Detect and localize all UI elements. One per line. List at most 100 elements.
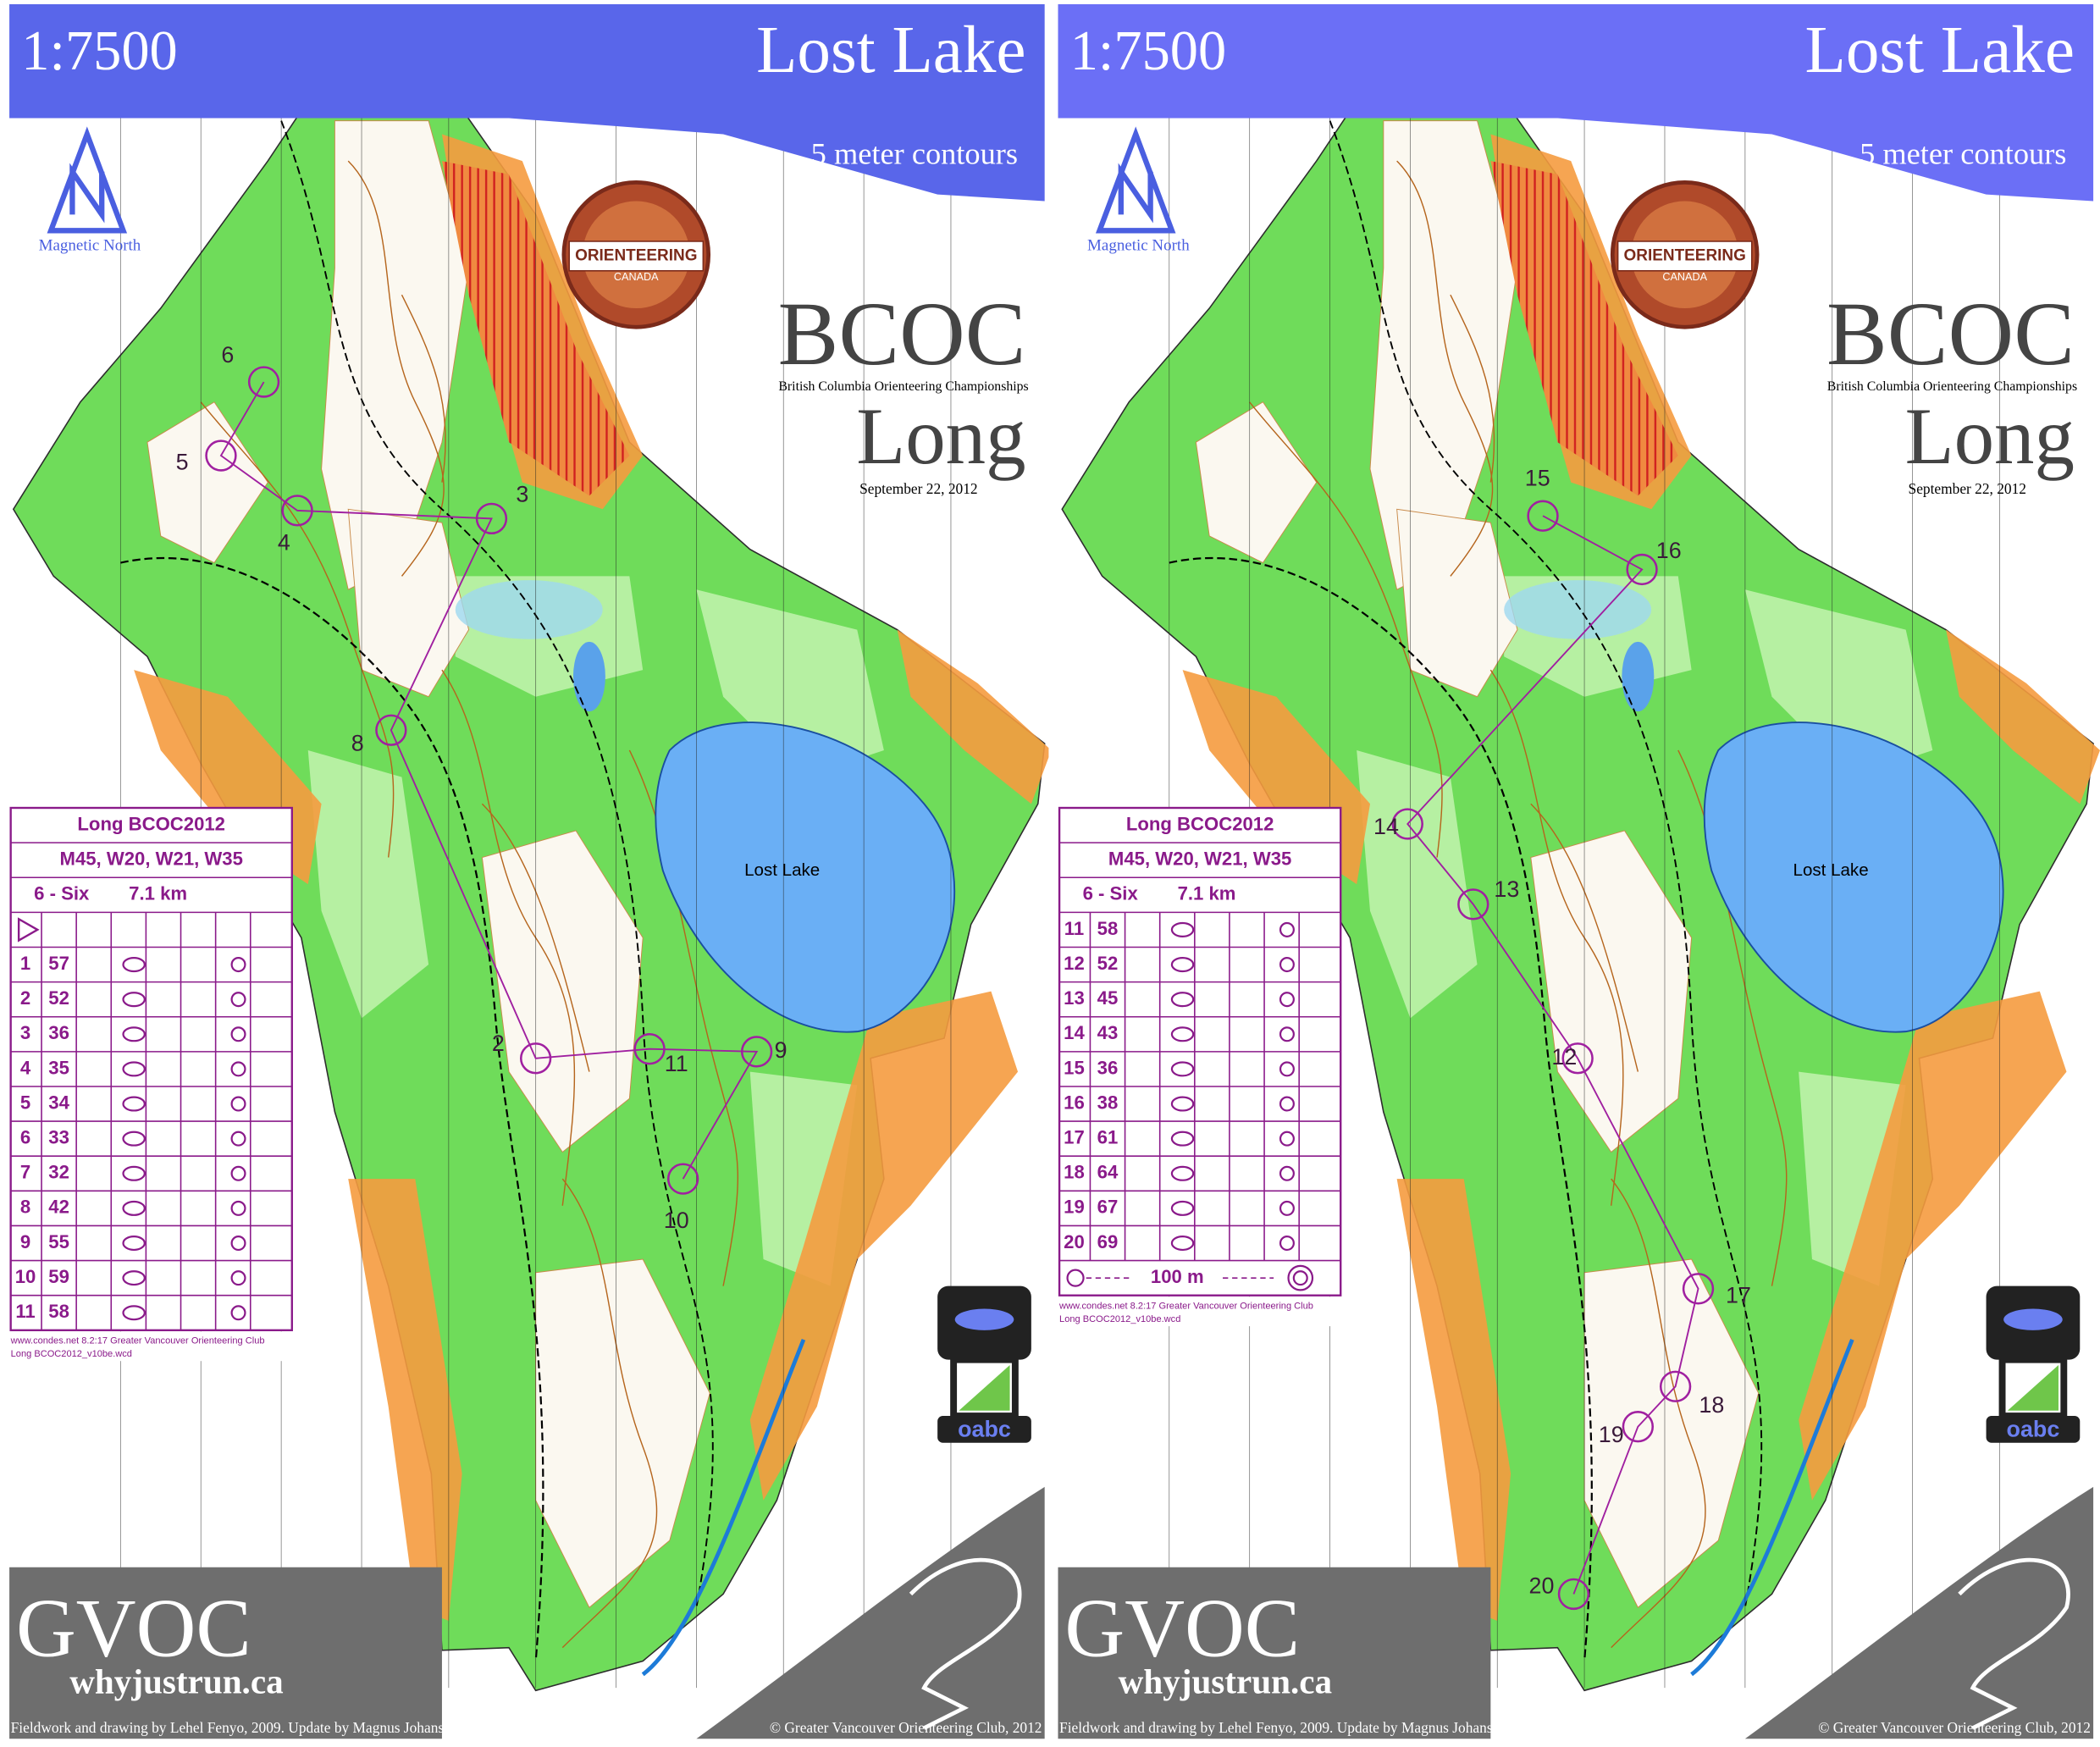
totem-flag (2007, 1364, 2059, 1411)
logo-text: ORIENTEERING (575, 246, 697, 264)
event-date: September 22, 2012 (1909, 481, 2026, 497)
trail (1329, 120, 1763, 1608)
control-number: 16 (1656, 538, 1682, 563)
control-order: 18 (1064, 1162, 1085, 1183)
table-footer: www.condes.net 8.2:17 Greater Vancouver … (10, 1335, 265, 1346)
control-order: 9 (20, 1231, 30, 1252)
control-circle (281, 495, 313, 527)
marsh (455, 580, 603, 639)
control-order: 7 (20, 1162, 30, 1183)
control-circle (247, 366, 280, 398)
control-number: 14 (1373, 814, 1399, 839)
totem-base (937, 1416, 1031, 1443)
control-order: 17 (1064, 1127, 1085, 1148)
map-copyright: © Greater Vancouver Orienteering Club, 2… (770, 1720, 1042, 1736)
control-code: 57 (48, 953, 69, 974)
control-code: 36 (48, 1022, 69, 1043)
control-order: 16 (1064, 1092, 1085, 1113)
location-symbol (1279, 921, 1295, 937)
club-website: whyjustrun.ca (1119, 1661, 1332, 1700)
logo-banner (1616, 240, 1753, 272)
control-code: 59 (48, 1266, 69, 1287)
control-order: 19 (1064, 1197, 1085, 1218)
control-order: 11 (15, 1301, 35, 1322)
logo-subtext: CANADA (1662, 271, 1707, 283)
control-code: 34 (48, 1092, 69, 1113)
contour (200, 401, 395, 858)
location-symbol (1279, 1026, 1295, 1042)
north-label: Magnetic North (39, 237, 141, 255)
pond (1622, 641, 1655, 712)
control-order: 5 (20, 1092, 30, 1113)
stream (1690, 1339, 1854, 1677)
light-forest (1357, 749, 1478, 1019)
location-symbol (230, 1305, 246, 1321)
control-number: 6 (221, 342, 234, 368)
north-n (69, 163, 105, 224)
trail (280, 120, 714, 1608)
totem-base (1986, 1416, 2081, 1443)
feature-symbol (122, 1026, 146, 1042)
contour (481, 803, 590, 1072)
control-order: 2 (20, 987, 30, 1009)
lake-label: Lost Lake (1793, 860, 1869, 880)
feature-symbol (122, 1131, 146, 1147)
control-circle (1682, 1273, 1715, 1305)
location-symbol (230, 1270, 246, 1286)
logo-text: ORIENTEERING (1623, 246, 1745, 264)
feature-symbol (1170, 992, 1195, 1008)
map-title: Lost Lake (756, 14, 1025, 87)
table-title: Long BCOC2012 (1126, 813, 1274, 834)
location-symbol (230, 1026, 246, 1042)
totem-flag (959, 1364, 1010, 1411)
location-symbol (1279, 1131, 1295, 1147)
course-name: Long (1905, 391, 2075, 481)
control-order: 1 (20, 953, 30, 974)
footer-right (696, 1486, 1045, 1739)
footer-right (1744, 1486, 2094, 1739)
feature-symbol (122, 992, 146, 1008)
contour (561, 1178, 658, 1649)
feature-symbol (1170, 1200, 1195, 1216)
totem-eyes (954, 1308, 1014, 1330)
north-arrow (1095, 126, 1176, 234)
north-arrow (47, 126, 128, 234)
logo-subtext: CANADA (614, 271, 659, 283)
totem-eyes (2003, 1308, 2063, 1330)
contour (347, 160, 445, 577)
control-order: 4 (20, 1057, 31, 1078)
lake (655, 721, 956, 1033)
lake (1703, 721, 2004, 1033)
light-forest (1744, 589, 1933, 777)
north-label: Magnetic North (1087, 237, 1190, 255)
control-descriptions: Long BCOC2012 M45, W20, W21, W35 6 - Six 7.… (1058, 806, 1355, 1327)
location-symbol (230, 1131, 246, 1147)
table-title: Long BCOC2012 (77, 813, 225, 834)
control-code: 52 (1097, 953, 1119, 974)
event-date: September 22, 2012 (859, 481, 977, 497)
course-line (1406, 515, 1699, 1595)
map-title: Lost Lake (1805, 14, 2075, 87)
control-number: 8 (351, 731, 364, 756)
header-band (9, 4, 1045, 202)
location-symbol (230, 1096, 246, 1112)
location-symbol (230, 957, 246, 973)
light-forest (696, 589, 884, 777)
control-order: 12 (1064, 953, 1085, 974)
control-code: 64 (1097, 1162, 1119, 1183)
control-code: 58 (48, 1301, 69, 1322)
control-circle (519, 1042, 552, 1075)
open-land (348, 1179, 462, 1622)
feature-symbol (1170, 957, 1195, 973)
control-number: 17 (1726, 1282, 1751, 1307)
contour (1450, 294, 1495, 483)
eagle-outline (1958, 1557, 2070, 1730)
contour-interval: 5 meter contours (1860, 137, 2066, 171)
location-symbol (1279, 992, 1295, 1008)
location-symbol (1279, 1096, 1295, 1112)
lake-label: Lost Lake (744, 860, 820, 880)
footer-left (9, 1567, 442, 1739)
logo-banner (568, 240, 705, 272)
control-code: 69 (1097, 1231, 1119, 1252)
feature-symbol (1170, 1131, 1195, 1147)
